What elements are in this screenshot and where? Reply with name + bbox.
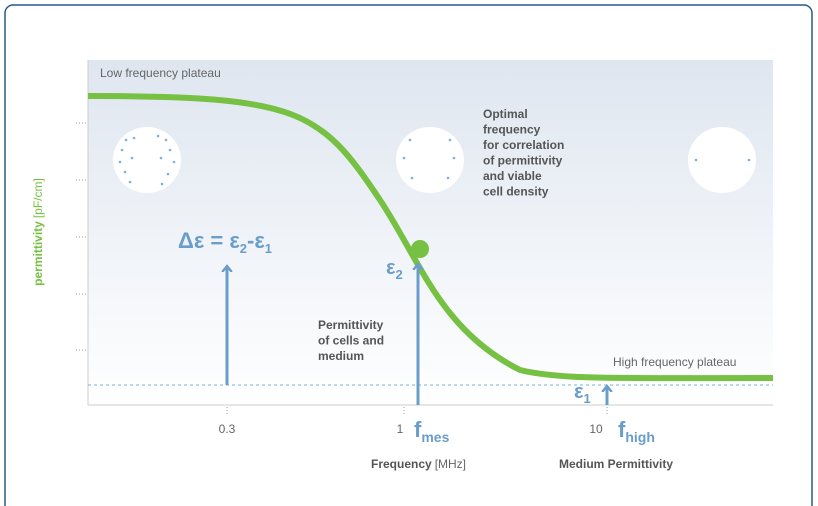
text-line: and viable [483,169,542,183]
arrows [227,264,607,405]
text-line: of permittivity [483,154,563,168]
f-high: fhigh [618,417,655,445]
label: High frequency plateau [613,355,736,369]
text-line: medium [318,349,364,363]
text-line: Optimal [483,107,528,121]
delta-formula: Δε = ε2-ε1 [178,228,272,256]
text-line: of cells and [318,334,384,348]
curve [87,93,774,382]
y-ticks [76,122,608,414]
x-tick-label: 1 [397,422,404,436]
y-axis-title: permittivity[pF/cm] [31,178,45,286]
cell-ellipse [113,127,181,193]
eps2: ε2 [386,257,403,282]
text-line: for correlation [483,138,564,152]
text-line: Permittivity [318,318,384,332]
x-tick-label: 0.3 [219,422,236,436]
label: Low frequency plateau [100,66,221,80]
cell-ellipse [688,127,756,193]
x-tick-label: 10 [589,422,603,436]
plot-area [88,60,773,405]
text-line: cell density [483,185,549,199]
eps1: ε1 [574,381,591,406]
x-axis-second-title: Medium Permittivity [559,457,673,471]
f-mes: fmes [414,417,450,445]
optimal-point [411,240,429,258]
cell-ellipse [396,127,464,193]
charge-dots [118,134,751,186]
x-axis-title: Frequency [MHz] [371,457,466,471]
text-line: frequency [483,123,541,137]
